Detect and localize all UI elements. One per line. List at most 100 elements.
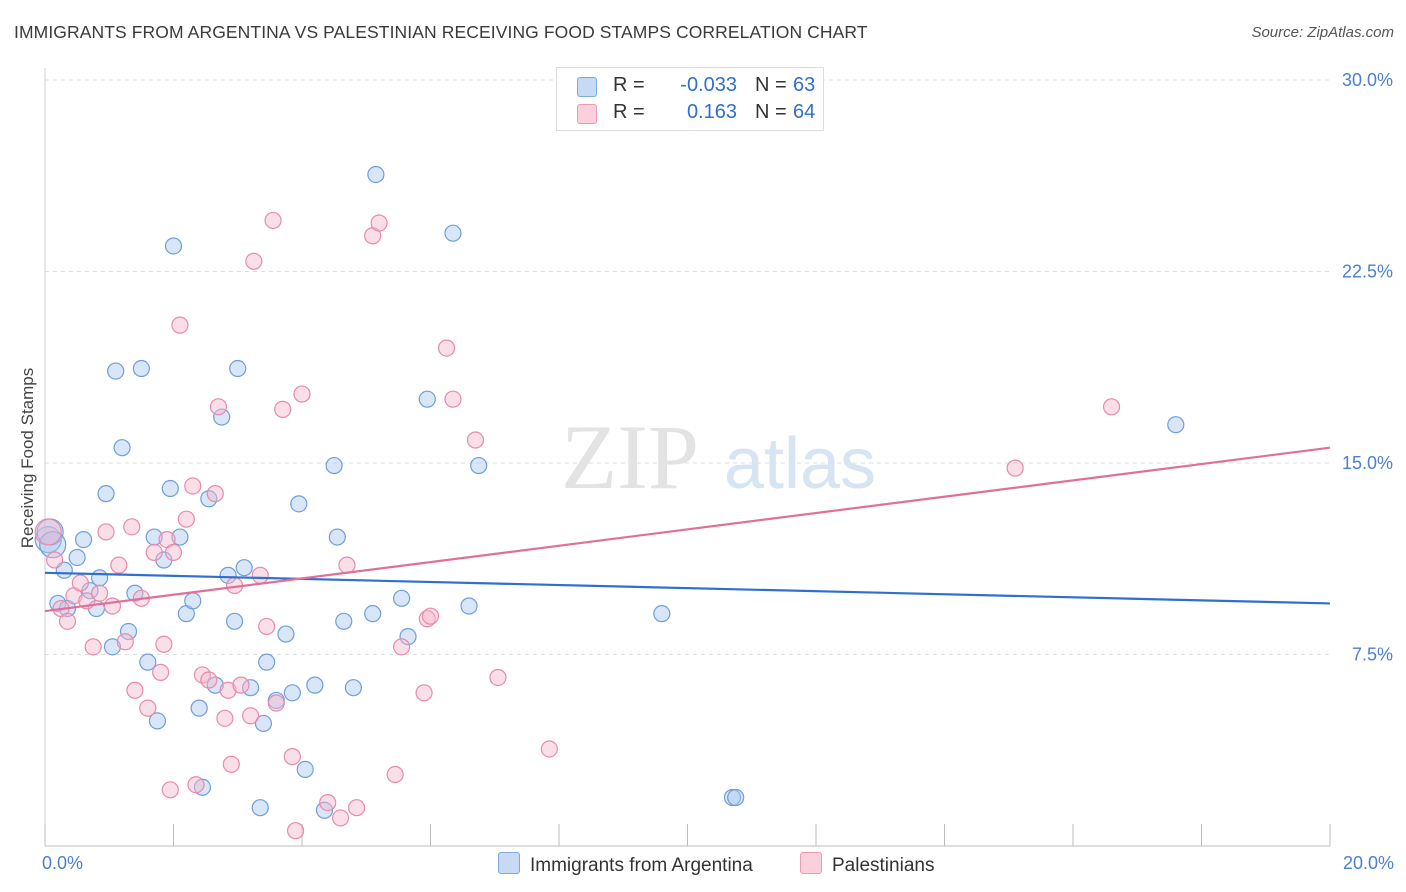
series-name-palestinians: Palestinians <box>832 855 935 876</box>
point-palestinians <box>418 610 436 628</box>
point-argentina <box>399 628 417 646</box>
point-palestinians <box>184 477 202 495</box>
stats-legend: R = -0.033 N = 63 R = 0.163 N = 64 <box>556 67 824 131</box>
point-argentina <box>306 676 324 694</box>
point-argentina <box>213 408 231 426</box>
point-palestinians <box>155 635 173 653</box>
point-palestinians <box>267 694 285 712</box>
point-palestinians <box>161 781 179 799</box>
point-argentina <box>258 653 276 671</box>
point-argentina <box>444 224 462 242</box>
point-palestinians <box>232 676 250 694</box>
point-argentina <box>132 359 150 378</box>
point-palestinians <box>58 612 77 630</box>
point-palestinians <box>1006 459 1024 477</box>
point-argentina <box>335 612 353 630</box>
point-palestinians <box>392 638 411 656</box>
legend-r-label: R = <box>613 101 645 123</box>
point-palestinians <box>264 211 282 230</box>
point-palestinians <box>242 707 260 725</box>
point-argentina <box>251 799 269 817</box>
point-argentina <box>145 528 163 546</box>
point-argentina <box>139 653 157 671</box>
legend-swatch-argentina <box>577 77 597 97</box>
point-argentina <box>283 684 301 702</box>
point-argentina <box>91 569 109 587</box>
point-palestinians <box>258 617 276 636</box>
point-argentina <box>229 359 247 378</box>
data-points <box>34 165 1185 840</box>
point-argentina <box>727 788 745 807</box>
point-argentina <box>164 237 183 255</box>
trend-lines <box>44 446 1331 613</box>
point-argentina <box>184 592 202 610</box>
point-palestinians <box>152 663 170 681</box>
point-palestinians <box>489 668 507 687</box>
point-palestinians <box>145 543 163 561</box>
y-tick-label: 7.5% <box>1352 645 1393 665</box>
point-argentina <box>653 605 671 623</box>
point-palestinians <box>437 339 456 357</box>
point-argentina <box>219 566 237 584</box>
point-palestinians <box>415 684 433 702</box>
point-palestinians <box>177 510 195 528</box>
point-palestinians <box>97 523 115 541</box>
point-palestinians <box>286 822 305 840</box>
point-palestinians <box>110 556 128 574</box>
point-argentina <box>277 625 295 643</box>
point-argentina <box>460 597 478 615</box>
legend-n-label: N = <box>755 74 787 96</box>
watermark-zip: ZIP <box>561 406 699 508</box>
point-argentina <box>290 495 308 513</box>
point-argentina <box>296 760 314 779</box>
source-label: Source: ZipAtlas.com <box>1251 24 1394 41</box>
point-palestinians <box>209 398 228 416</box>
point-palestinians <box>71 574 89 592</box>
point-argentina <box>254 714 273 733</box>
point-argentina <box>161 479 179 498</box>
legend-swatch-palestinians <box>577 104 597 124</box>
point-argentina <box>328 528 346 546</box>
point-palestinians <box>466 431 485 449</box>
point-palestinians <box>46 551 64 569</box>
point-palestinians <box>171 316 189 334</box>
point-argentina <box>418 390 436 408</box>
point-palestinians <box>164 543 183 561</box>
point-palestinians <box>283 748 301 766</box>
point-argentina <box>364 605 382 623</box>
trend-line-argentina <box>44 571 1331 605</box>
point-argentina <box>344 679 362 697</box>
point-palestinians <box>540 740 558 758</box>
point-argentina <box>171 528 189 546</box>
point-argentina <box>242 679 260 697</box>
point-palestinians <box>219 681 237 699</box>
point-argentina <box>119 622 138 641</box>
x-tick-label-max: 20.0% <box>1343 853 1394 873</box>
point-palestinians <box>421 607 440 625</box>
point-palestinians <box>331 809 350 827</box>
point-argentina <box>107 362 125 380</box>
point-argentina <box>74 530 93 549</box>
series-swatch-argentina <box>498 852 520 874</box>
point-palestinians <box>216 709 234 727</box>
point-palestinians <box>126 681 144 699</box>
x-tick-label-min: 0.0% <box>42 853 83 873</box>
point-palestinians <box>274 400 292 418</box>
point-argentina <box>1167 416 1185 434</box>
y-axis-label: Receiving Food Stamps <box>18 367 37 549</box>
legend-n-label: N = <box>755 101 787 123</box>
legend-n-value: 64 <box>793 101 816 123</box>
point-palestinians <box>386 765 404 784</box>
point-argentina <box>367 165 385 184</box>
watermark-atlas: atlas <box>724 424 876 504</box>
series-legend-palestinians: Palestinians <box>800 852 934 877</box>
chart-title: IMMIGRANTS FROM ARGENTINA VS PALESTINIAN… <box>14 22 868 42</box>
y-tick-label: 15.0% <box>1342 453 1393 473</box>
legend-r-value: 0.163 <box>686 101 737 123</box>
point-palestinians <box>444 390 462 408</box>
axes <box>44 68 1331 847</box>
point-palestinians <box>222 755 240 773</box>
point-palestinians <box>139 699 157 717</box>
point-palestinians <box>319 793 337 812</box>
